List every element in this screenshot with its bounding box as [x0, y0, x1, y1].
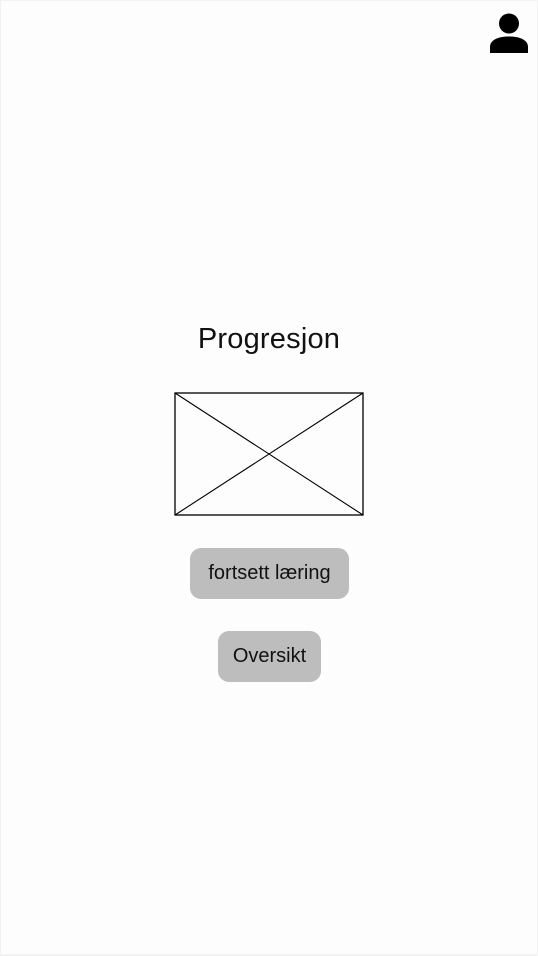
page-title: Progresjon	[197, 323, 341, 355]
overview-button[interactable]: Oversikt	[218, 631, 321, 682]
image-placeholder-icon	[174, 392, 364, 516]
continue-learning-button[interactable]: fortsett læring	[190, 548, 349, 599]
user-icon[interactable]	[490, 13, 528, 53]
